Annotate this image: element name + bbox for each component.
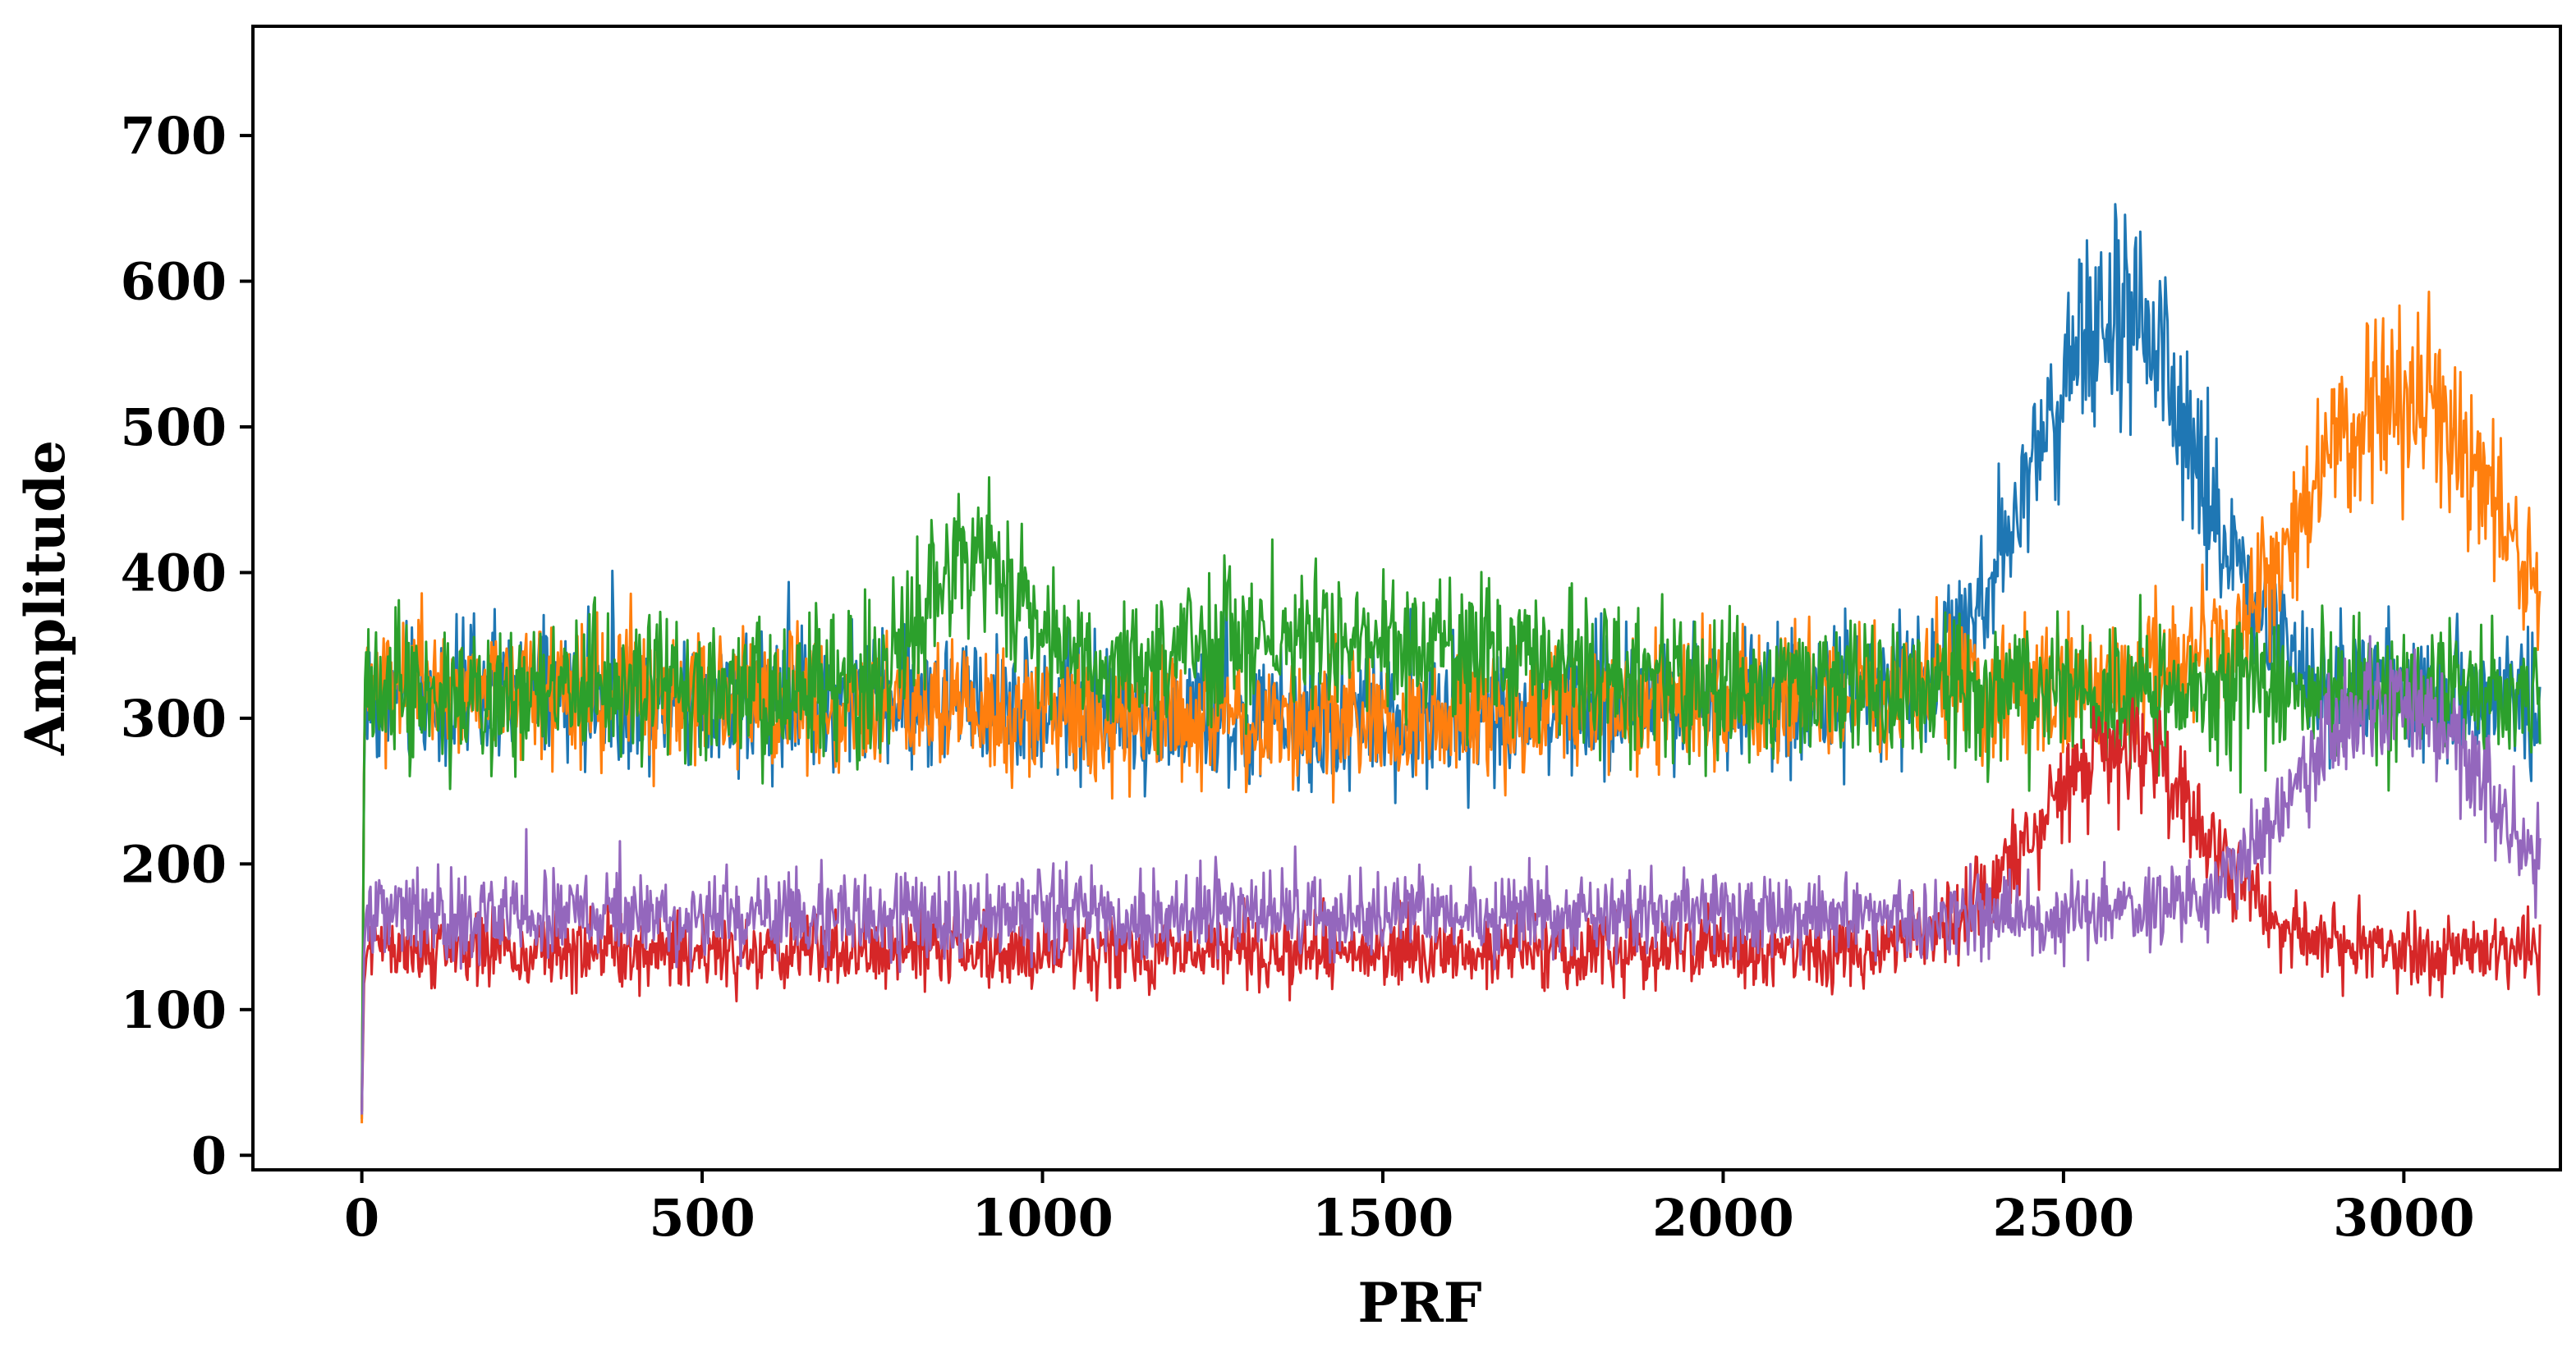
y-tick-label: 700 xyxy=(121,106,227,166)
y-tick-label: 200 xyxy=(121,834,227,894)
y-tick-label: 100 xyxy=(121,980,227,1040)
series-line-purple xyxy=(360,635,2542,1115)
x-tick-label: 2000 xyxy=(1652,1188,1794,1248)
x-tick-label: 0 xyxy=(344,1188,379,1248)
x-tick-label: 3000 xyxy=(2333,1188,2475,1248)
x-tick-label: 500 xyxy=(649,1188,755,1248)
x-axis-title: PRF xyxy=(1357,1271,1481,1335)
y-tick-label: 600 xyxy=(121,252,227,312)
plot-frame xyxy=(251,25,2562,1171)
x-tick-label: 1500 xyxy=(1312,1188,1454,1248)
y-axis-ticks: 0 100 200 300 400 500 600 700 xyxy=(121,106,253,1185)
x-axis-ticks: 0 500 1000 1500 2000 2500 3000 xyxy=(344,1170,2475,1248)
series-line-green xyxy=(360,476,2542,1112)
y-tick-label: 500 xyxy=(121,397,227,457)
y-tick-label: 400 xyxy=(121,543,227,603)
x-tick-label: 1000 xyxy=(971,1188,1114,1248)
y-tick-label: 0 xyxy=(191,1126,227,1185)
series-line-red xyxy=(360,697,2542,1112)
x-tick-label: 2500 xyxy=(1993,1188,2135,1248)
y-axis-title: Amplitude xyxy=(13,440,77,756)
y-tick-label: 300 xyxy=(121,689,227,749)
series-layer xyxy=(360,203,2542,1124)
